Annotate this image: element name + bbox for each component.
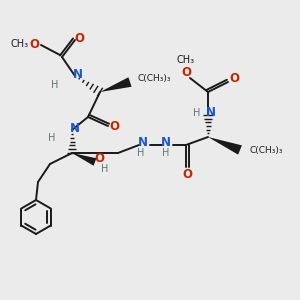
Text: CH₃: CH₃ (11, 39, 29, 49)
Text: O: O (109, 121, 119, 134)
Text: O: O (94, 152, 104, 166)
Text: N: N (206, 106, 216, 118)
Text: N: N (161, 136, 171, 148)
Text: O: O (29, 38, 39, 52)
Text: N: N (73, 68, 83, 80)
Text: H: H (193, 108, 201, 118)
Polygon shape (100, 77, 132, 92)
Text: CH₃: CH₃ (177, 55, 195, 65)
Text: O: O (74, 32, 84, 44)
Text: H: H (101, 164, 109, 174)
Text: C(CH₃)₃: C(CH₃)₃ (249, 146, 283, 155)
Text: O: O (229, 73, 239, 85)
Polygon shape (208, 137, 242, 154)
Polygon shape (72, 153, 97, 166)
Text: N: N (70, 122, 80, 134)
Text: O: O (182, 167, 192, 181)
Text: H: H (51, 80, 59, 90)
Text: H: H (48, 133, 56, 143)
Text: H: H (162, 148, 170, 158)
Text: C(CH₃)₃: C(CH₃)₃ (138, 74, 172, 83)
Text: O: O (181, 67, 191, 80)
Text: N: N (138, 136, 148, 148)
Text: H: H (137, 148, 145, 158)
